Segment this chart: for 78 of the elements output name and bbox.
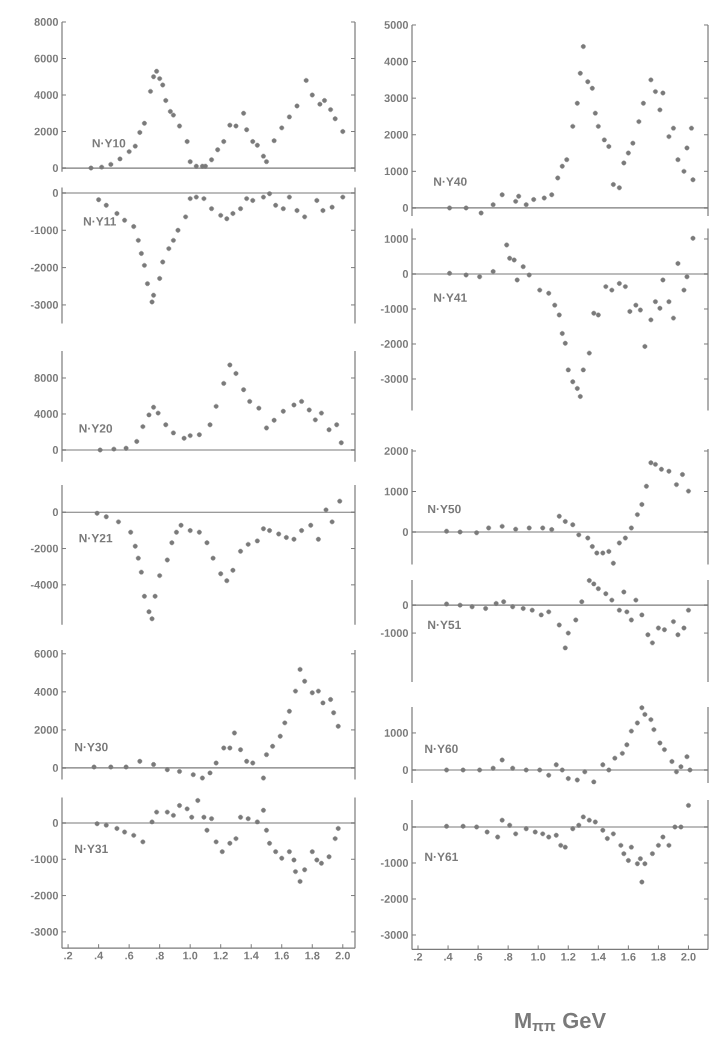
y-tick-label: -1000 xyxy=(380,305,409,313)
y-tick-label: -4000 xyxy=(30,580,59,589)
annotation: N·Y61 xyxy=(425,852,458,861)
x-tick-label: .4 xyxy=(444,952,453,961)
y-tick-label: 4000 xyxy=(34,410,59,418)
x-tick-label: 1.2 xyxy=(213,951,228,960)
x-tick-label: 1.4 xyxy=(244,951,259,960)
x-tick-label: 1.0 xyxy=(531,952,546,961)
x-axis-title: M$_{ππ}$ GeV xyxy=(515,1012,606,1032)
y-tick-label: 0 xyxy=(402,528,409,536)
x-tick-label: .4 xyxy=(94,951,104,960)
y-tick-label: 8000 xyxy=(34,18,59,26)
y-tick-label: -1000 xyxy=(30,855,59,864)
y-tick-label: 0 xyxy=(402,270,409,278)
x-tick-label: .6 xyxy=(125,951,134,960)
annotation: N·Y10 xyxy=(92,139,126,148)
y-tick-label: -1000 xyxy=(380,629,409,637)
y-tick-label: -3000 xyxy=(380,931,409,939)
x-tick-label: 1.4 xyxy=(591,952,606,961)
x-tick-label: .6 xyxy=(474,952,483,961)
x-tick-label: 1.2 xyxy=(561,952,576,961)
x-tick-label: .2 xyxy=(64,951,73,960)
y-tick-label: 2000 xyxy=(34,127,59,136)
annotation: N·Y21 xyxy=(79,533,113,543)
y-tick-label: 0 xyxy=(52,764,59,772)
annotation: N·Y11 xyxy=(83,217,116,226)
annotation: N·Y51 xyxy=(428,620,461,630)
y-tick-label: 6000 xyxy=(34,649,59,658)
x-tick-label: 1.0 xyxy=(183,951,198,960)
x-tick-label: 2.0 xyxy=(681,952,696,961)
y-tick-label: 1000 xyxy=(384,487,409,496)
y-tick-label: 2000 xyxy=(384,447,409,455)
y-tick-label: 4000 xyxy=(34,91,59,99)
y-tick-label: -2000 xyxy=(30,891,59,900)
y-tick-label: 2000 xyxy=(384,130,409,139)
x-tick-label: 1.8 xyxy=(651,952,666,961)
y-tick-label: 4000 xyxy=(34,687,59,696)
y-tick-label: -3000 xyxy=(30,301,59,309)
y-tick-label: 2000 xyxy=(34,726,59,734)
x-tick-label: 1.6 xyxy=(621,952,636,961)
x-tick-label: 1.6 xyxy=(274,951,289,960)
y-tick-label: 0 xyxy=(52,446,59,454)
y-tick-label: 1000 xyxy=(384,235,409,243)
annotation: N·Y31 xyxy=(75,844,108,854)
y-tick-label: -1000 xyxy=(30,226,59,235)
y-tick-label: 6000 xyxy=(34,54,59,63)
annotation: N·Y60 xyxy=(425,744,458,754)
x-tick-label: 1.8 xyxy=(305,951,320,960)
y-tick-label: 0 xyxy=(52,819,59,827)
y-tick-label: 0 xyxy=(52,189,59,197)
y-tick-label: -3000 xyxy=(380,375,409,383)
y-tick-label: 0 xyxy=(52,164,59,172)
x-tick-label: 2.0 xyxy=(335,951,350,960)
x-tick-label: .8 xyxy=(155,951,164,960)
annotation: N·Y30 xyxy=(75,742,108,752)
annotation: N·Y40 xyxy=(434,177,467,186)
y-tick-label: 8000 xyxy=(34,374,59,382)
x-tick-label: .2 xyxy=(414,952,423,961)
y-tick-label: -2000 xyxy=(380,895,409,903)
annotation: N·Y50 xyxy=(428,504,461,514)
y-tick-label: 0 xyxy=(402,204,409,212)
y-tick-label: -3000 xyxy=(30,927,59,936)
annotation: N·Y20 xyxy=(79,424,113,433)
y-tick-label: -1000 xyxy=(380,859,409,867)
y-tick-label: 0 xyxy=(402,601,409,610)
y-tick-label: -2000 xyxy=(380,340,409,348)
y-tick-label: -2000 xyxy=(30,544,59,553)
x-tick-label: .8 xyxy=(504,952,513,961)
y-tick-label: 5000 xyxy=(384,21,409,29)
y-tick-label: 3000 xyxy=(384,94,409,103)
y-tick-label: 4000 xyxy=(384,57,409,66)
y-tick-label: -2000 xyxy=(30,263,59,272)
y-tick-label: 1000 xyxy=(384,729,409,737)
y-tick-label: 0 xyxy=(402,766,409,774)
y-tick-label: 0 xyxy=(402,823,409,831)
y-tick-label: 0 xyxy=(52,508,59,517)
y-tick-label: 1000 xyxy=(384,167,409,176)
annotation: N·Y41 xyxy=(434,293,467,302)
